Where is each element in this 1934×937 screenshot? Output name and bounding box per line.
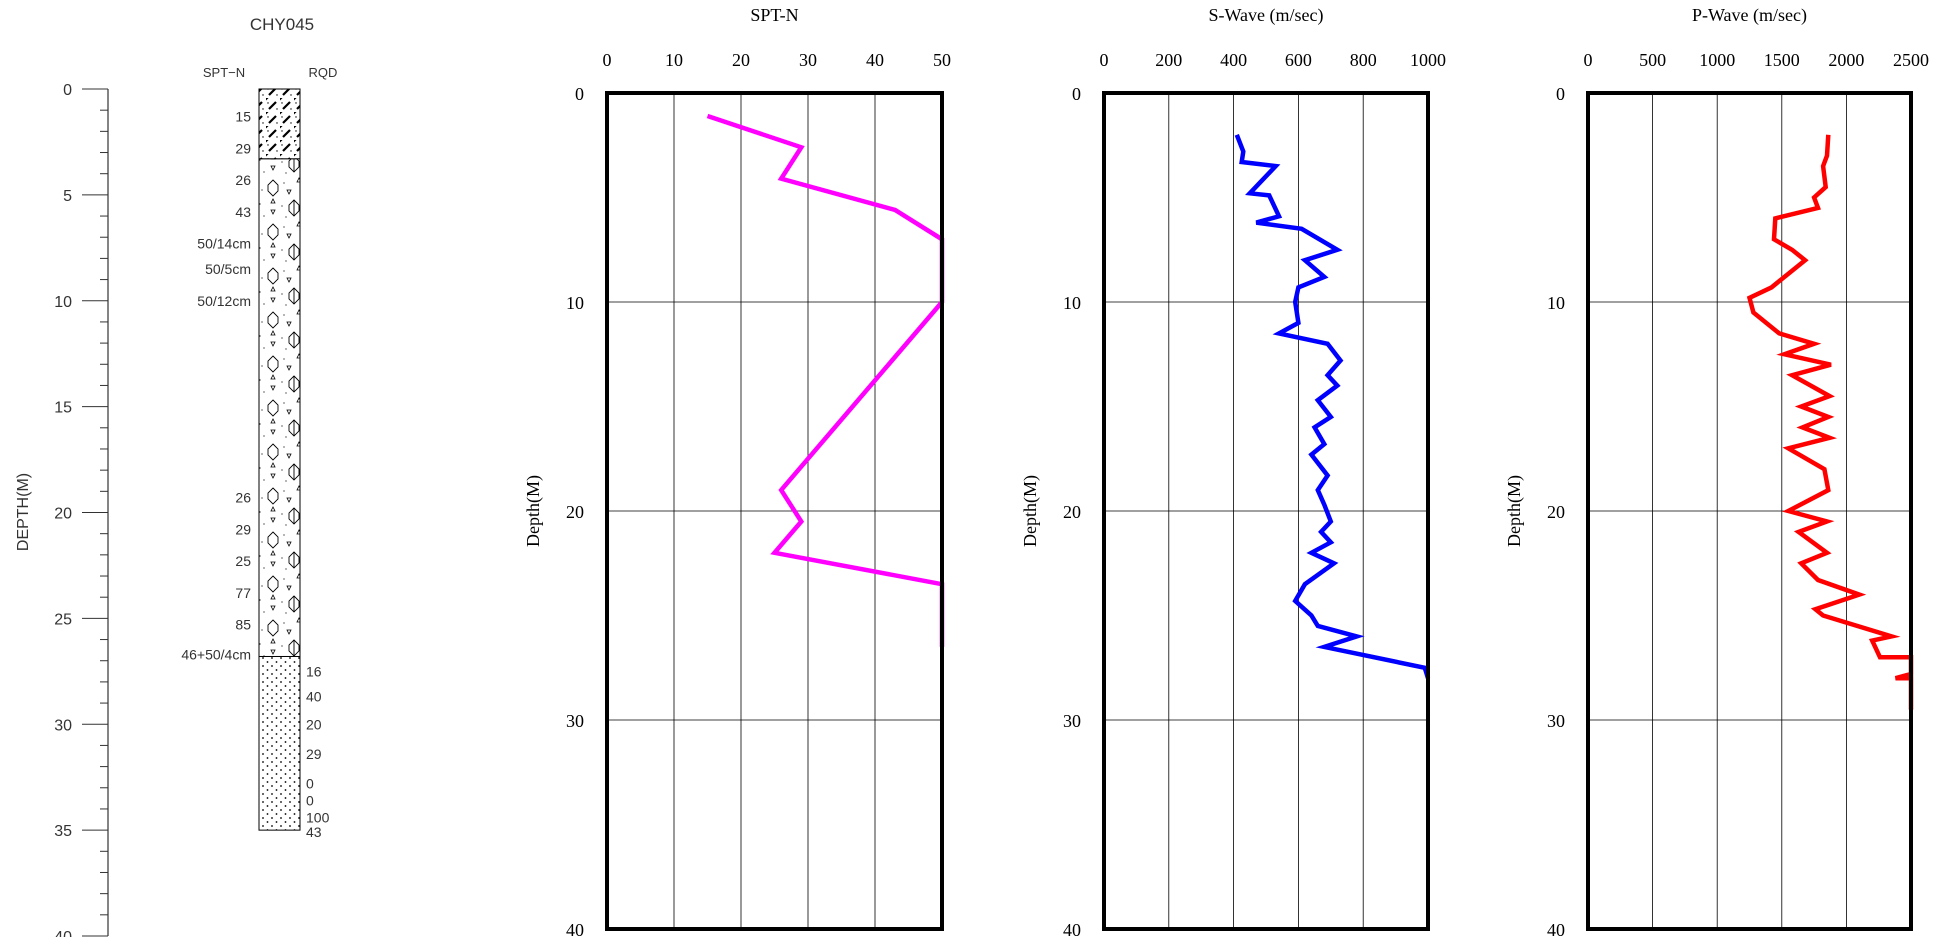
chart-title: S-Wave (m/sec) — [1208, 5, 1323, 26]
spt-value-label: 15 — [235, 109, 251, 125]
spt-value-label: 26 — [235, 172, 251, 188]
y-tick-label: 20 — [1063, 502, 1081, 522]
x-tick-label: 500 — [1639, 50, 1666, 70]
x-tick-label: 0 — [1584, 50, 1593, 70]
spt-column-header: SPT−N — [203, 65, 245, 80]
plot-frame — [1102, 91, 1430, 931]
depth-axis-label: DEPTH(M) — [15, 473, 32, 551]
x-tick-label: 10 — [665, 50, 683, 70]
spt-value-label: 85 — [235, 617, 251, 633]
chart-title: P-Wave (m/sec) — [1692, 5, 1807, 26]
x-tick-label: 400 — [1220, 50, 1247, 70]
y-tick-label: 0 — [1556, 84, 1565, 104]
y-tick-label: 20 — [1547, 502, 1565, 522]
y-axis-label: Depth(M) — [1504, 475, 1525, 547]
rqd-value-label: 29 — [306, 746, 322, 762]
y-axis-label: Depth(M) — [523, 475, 544, 547]
x-tick-label: 40 — [866, 50, 884, 70]
y-tick-label: 30 — [1547, 711, 1565, 731]
rqd-value-label: 43 — [306, 824, 322, 840]
series-line — [706, 113, 945, 647]
y-tick-label: 20 — [566, 502, 584, 522]
rqd-value-label: 20 — [306, 716, 322, 732]
y-tick-label: 10 — [566, 293, 584, 313]
spt-value-label: 43 — [235, 204, 251, 220]
log-title: CHY045 — [250, 15, 314, 34]
rqd-value-label: 16 — [306, 663, 322, 679]
depth-tick-label: 30 — [54, 717, 72, 734]
depth-tick-label: 40 — [54, 929, 72, 937]
spt-value-label: 77 — [235, 585, 251, 601]
depth-tick-label: 25 — [54, 611, 72, 628]
depth-tick-label: 0 — [63, 82, 72, 99]
rqd-value-label: 40 — [306, 689, 322, 705]
y-tick-label: 10 — [1547, 293, 1565, 313]
x-tick-label: 30 — [799, 50, 817, 70]
series-line — [1234, 133, 1431, 679]
x-tick-label: 0 — [1100, 50, 1109, 70]
spt-value-label: 26 — [235, 490, 251, 506]
spt-value-label: 46+50/4cm — [181, 646, 251, 662]
y-tick-label: 40 — [1063, 920, 1081, 937]
x-tick-label: 50 — [933, 50, 951, 70]
series-line — [1746, 134, 1914, 710]
x-tick-label: 600 — [1285, 50, 1312, 70]
depth-tick-label: 35 — [54, 823, 72, 840]
spt-value-label: 25 — [235, 553, 251, 569]
spt-value-label: 50/12cm — [197, 293, 251, 309]
plot-frame — [1586, 91, 1913, 931]
plot-frame — [605, 91, 944, 931]
spt-value-label: 29 — [235, 521, 251, 537]
rqd-column-header: RQD — [309, 65, 338, 80]
spt-value-label: 29 — [235, 140, 251, 156]
x-tick-label: 2000 — [1828, 50, 1864, 70]
log-layer-sand — [258, 655, 301, 831]
x-tick-label: 2500 — [1893, 50, 1929, 70]
x-tick-label: 1500 — [1764, 50, 1800, 70]
y-tick-label: 10 — [1063, 293, 1081, 313]
x-tick-label: 1000 — [1410, 50, 1446, 70]
depth-tick-label: 5 — [63, 188, 72, 205]
chart-title: SPT-N — [750, 5, 798, 25]
rqd-value-label: 100 — [306, 809, 330, 825]
x-tick-label: 800 — [1350, 50, 1377, 70]
y-tick-label: 0 — [1072, 84, 1081, 104]
chart-0: 0 10 20 30 40 50 0 10 20 30 40 SPT-N Depth(M) — [523, 5, 951, 937]
y-tick-label: 0 — [575, 84, 584, 104]
x-tick-label: 20 — [732, 50, 750, 70]
x-tick-label: 1000 — [1699, 50, 1735, 70]
y-tick-label: 30 — [566, 711, 584, 731]
spt-value-label: 50/5cm — [205, 261, 251, 277]
rqd-value-label: 0 — [306, 776, 314, 792]
spt-value-label: 50/14cm — [197, 236, 251, 252]
depth-tick-label: 10 — [54, 294, 72, 311]
log-layer-gravel — [258, 158, 301, 657]
chart-2: 0 500 1000 1500 2000 2500 0 10 20 30 40 P-Wave (m/s… — [1504, 5, 1929, 937]
depth-tick-label: 15 — [54, 400, 72, 417]
x-tick-label: 200 — [1155, 50, 1182, 70]
y-tick-label: 40 — [566, 920, 584, 937]
borehole-log: CHY045 SPT−N RQD DEPTH(M) 0 5 10 15 20 25 30 35 40 15… — [15, 15, 337, 937]
x-tick-label: 0 — [603, 50, 612, 70]
y-axis-label: Depth(M) — [1020, 475, 1041, 547]
chart-1: 0 200 400 600 800 1000 0 10 20 30 40 S-Wave (m/sec)… — [1020, 5, 1446, 937]
rqd-value-label: 0 — [306, 792, 314, 808]
y-tick-label: 40 — [1547, 920, 1565, 937]
y-tick-label: 30 — [1063, 711, 1081, 731]
log-layer-fill — [258, 88, 301, 160]
depth-tick-label: 20 — [54, 506, 72, 523]
